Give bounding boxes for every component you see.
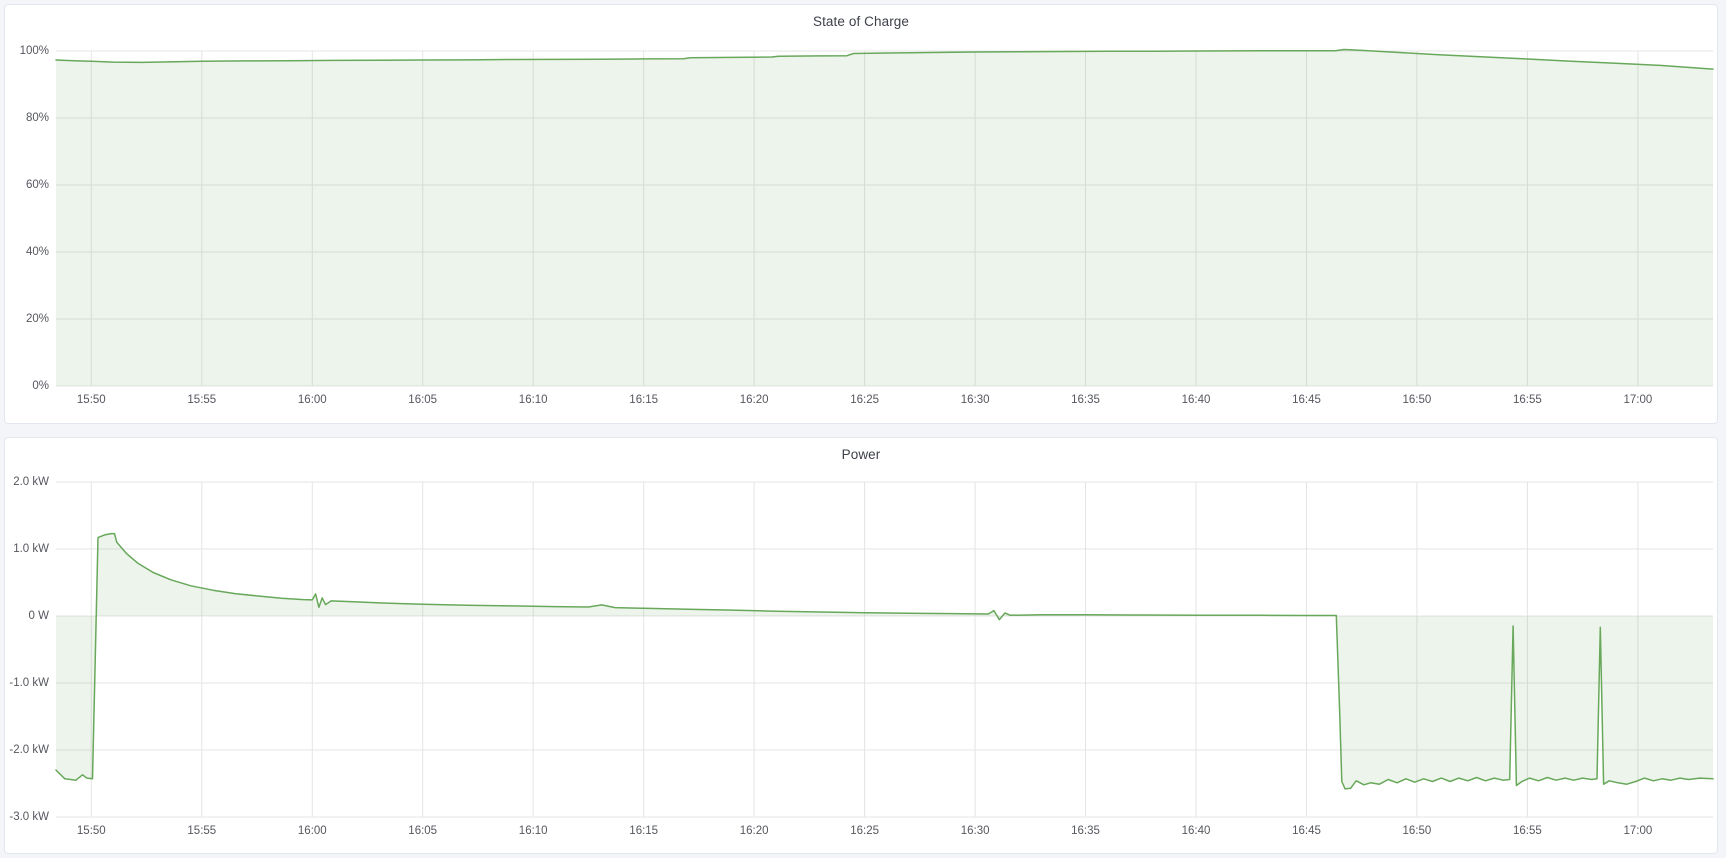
svg-text:16:05: 16:05 <box>408 825 437 837</box>
svg-text:16:50: 16:50 <box>1403 394 1432 406</box>
svg-text:40%: 40% <box>26 246 49 258</box>
svg-text:15:50: 15:50 <box>77 825 106 837</box>
panel-title-power[interactable]: Power <box>841 447 881 462</box>
svg-text:16:45: 16:45 <box>1292 825 1321 837</box>
svg-text:16:40: 16:40 <box>1182 394 1211 406</box>
svg-text:-3.0 kW: -3.0 kW <box>9 811 49 823</box>
svg-text:16:10: 16:10 <box>519 825 548 837</box>
svg-text:16:25: 16:25 <box>850 394 879 406</box>
svg-text:16:20: 16:20 <box>740 394 769 406</box>
panel-title-state-of-charge[interactable]: State of Charge <box>812 14 910 29</box>
svg-text:16:35: 16:35 <box>1071 825 1100 837</box>
svg-text:16:00: 16:00 <box>298 394 327 406</box>
svg-text:16:15: 16:15 <box>629 825 658 837</box>
svg-text:16:20: 16:20 <box>740 825 769 837</box>
panel-state-of-charge: State of Charge 0% 20% 40% 60% 80% 100% 15:50 1… <box>4 4 1718 424</box>
svg-text:16:40: 16:40 <box>1182 825 1211 837</box>
svg-text:16:35: 16:35 <box>1071 394 1100 406</box>
svg-text:17:00: 17:00 <box>1624 394 1653 406</box>
svg-text:16:05: 16:05 <box>408 394 437 406</box>
power-chart[interactable]: -3.0 kW -2.0 kW -1.0 kW 0 W 1.0 kW 2.0 kW 15:5… <box>5 438 1719 855</box>
svg-text:16:50: 16:50 <box>1403 825 1432 837</box>
svg-text:16:30: 16:30 <box>961 394 990 406</box>
svg-text:15:55: 15:55 <box>187 394 216 406</box>
svg-text:2.0 kW: 2.0 kW <box>13 476 49 488</box>
svg-text:16:55: 16:55 <box>1513 825 1542 837</box>
svg-text:0 W: 0 W <box>29 610 50 622</box>
svg-text:16:10: 16:10 <box>519 394 548 406</box>
svg-text:80%: 80% <box>26 112 49 124</box>
series-line <box>55 532 1714 790</box>
svg-text:16:25: 16:25 <box>850 825 879 837</box>
svg-text:16:30: 16:30 <box>961 825 990 837</box>
series-fill <box>56 49 1713 386</box>
state-of-charge-chart[interactable]: 0% 20% 40% 60% 80% 100% 15:50 15:55 16:00 16:05 16… <box>5 5 1719 425</box>
svg-text:16:00: 16:00 <box>298 825 327 837</box>
svg-text:1.0 kW: 1.0 kW <box>13 543 49 555</box>
svg-text:16:15: 16:15 <box>629 394 658 406</box>
svg-text:15:50: 15:50 <box>77 394 106 406</box>
svg-text:-1.0 kW: -1.0 kW <box>9 677 49 689</box>
svg-text:16:45: 16:45 <box>1292 394 1321 406</box>
series-line <box>55 48 1714 70</box>
svg-text:100%: 100% <box>20 45 49 57</box>
svg-text:15:55: 15:55 <box>187 825 216 837</box>
svg-text:20%: 20% <box>26 313 49 325</box>
svg-text:-2.0 kW: -2.0 kW <box>9 744 49 756</box>
svg-text:60%: 60% <box>26 179 49 191</box>
series-fill <box>56 533 1713 789</box>
svg-text:0%: 0% <box>32 380 49 392</box>
panel-power: Power -3.0 kW -2.0 kW -1.0 kW 0 W 1.0 kW 2.0 … <box>4 437 1718 854</box>
svg-text:16:55: 16:55 <box>1513 394 1542 406</box>
svg-text:17:00: 17:00 <box>1624 825 1653 837</box>
